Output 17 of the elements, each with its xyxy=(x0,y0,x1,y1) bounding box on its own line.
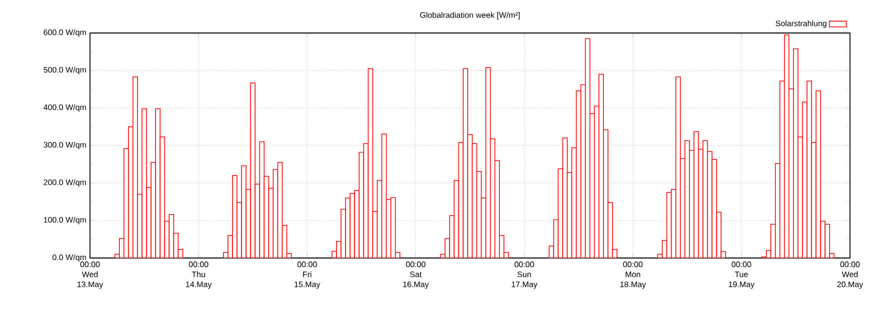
y-tick-label: 600.0 W/qm xyxy=(44,29,86,37)
y-tick-label: 0.0 W/qm xyxy=(52,254,86,262)
x-tick-label: 00:00 Sun 17.May xyxy=(512,262,538,289)
x-tick-label: 00:00 Thu 14.May xyxy=(186,262,212,289)
y-tick-label: 200.0 W/qm xyxy=(44,179,86,187)
y-tick-label: 100.0 W/qm xyxy=(44,216,86,224)
y-tick-label: 400.0 W/qm xyxy=(44,104,86,112)
x-tick-label: 00:00 Wed 13.May xyxy=(78,262,104,289)
x-tick-label: 00:00 Wed 20.May xyxy=(837,262,864,289)
y-tick-label: 500.0 W/qm xyxy=(44,66,86,74)
x-tick-label: 00:00 Fri 15.May xyxy=(294,262,320,289)
x-tick-label: 00:00 Mon 18.May xyxy=(620,262,646,289)
legend-label: Solarstrahlung xyxy=(776,20,826,28)
x-tick-label: 00:00 Tue 19.May xyxy=(728,262,755,289)
chart-title: Globalradiation week [W/m²] xyxy=(420,12,520,20)
y-tick-label: 300.0 W/qm xyxy=(44,142,86,150)
x-tick-label: 00:00 Sat 16.May xyxy=(403,262,429,289)
